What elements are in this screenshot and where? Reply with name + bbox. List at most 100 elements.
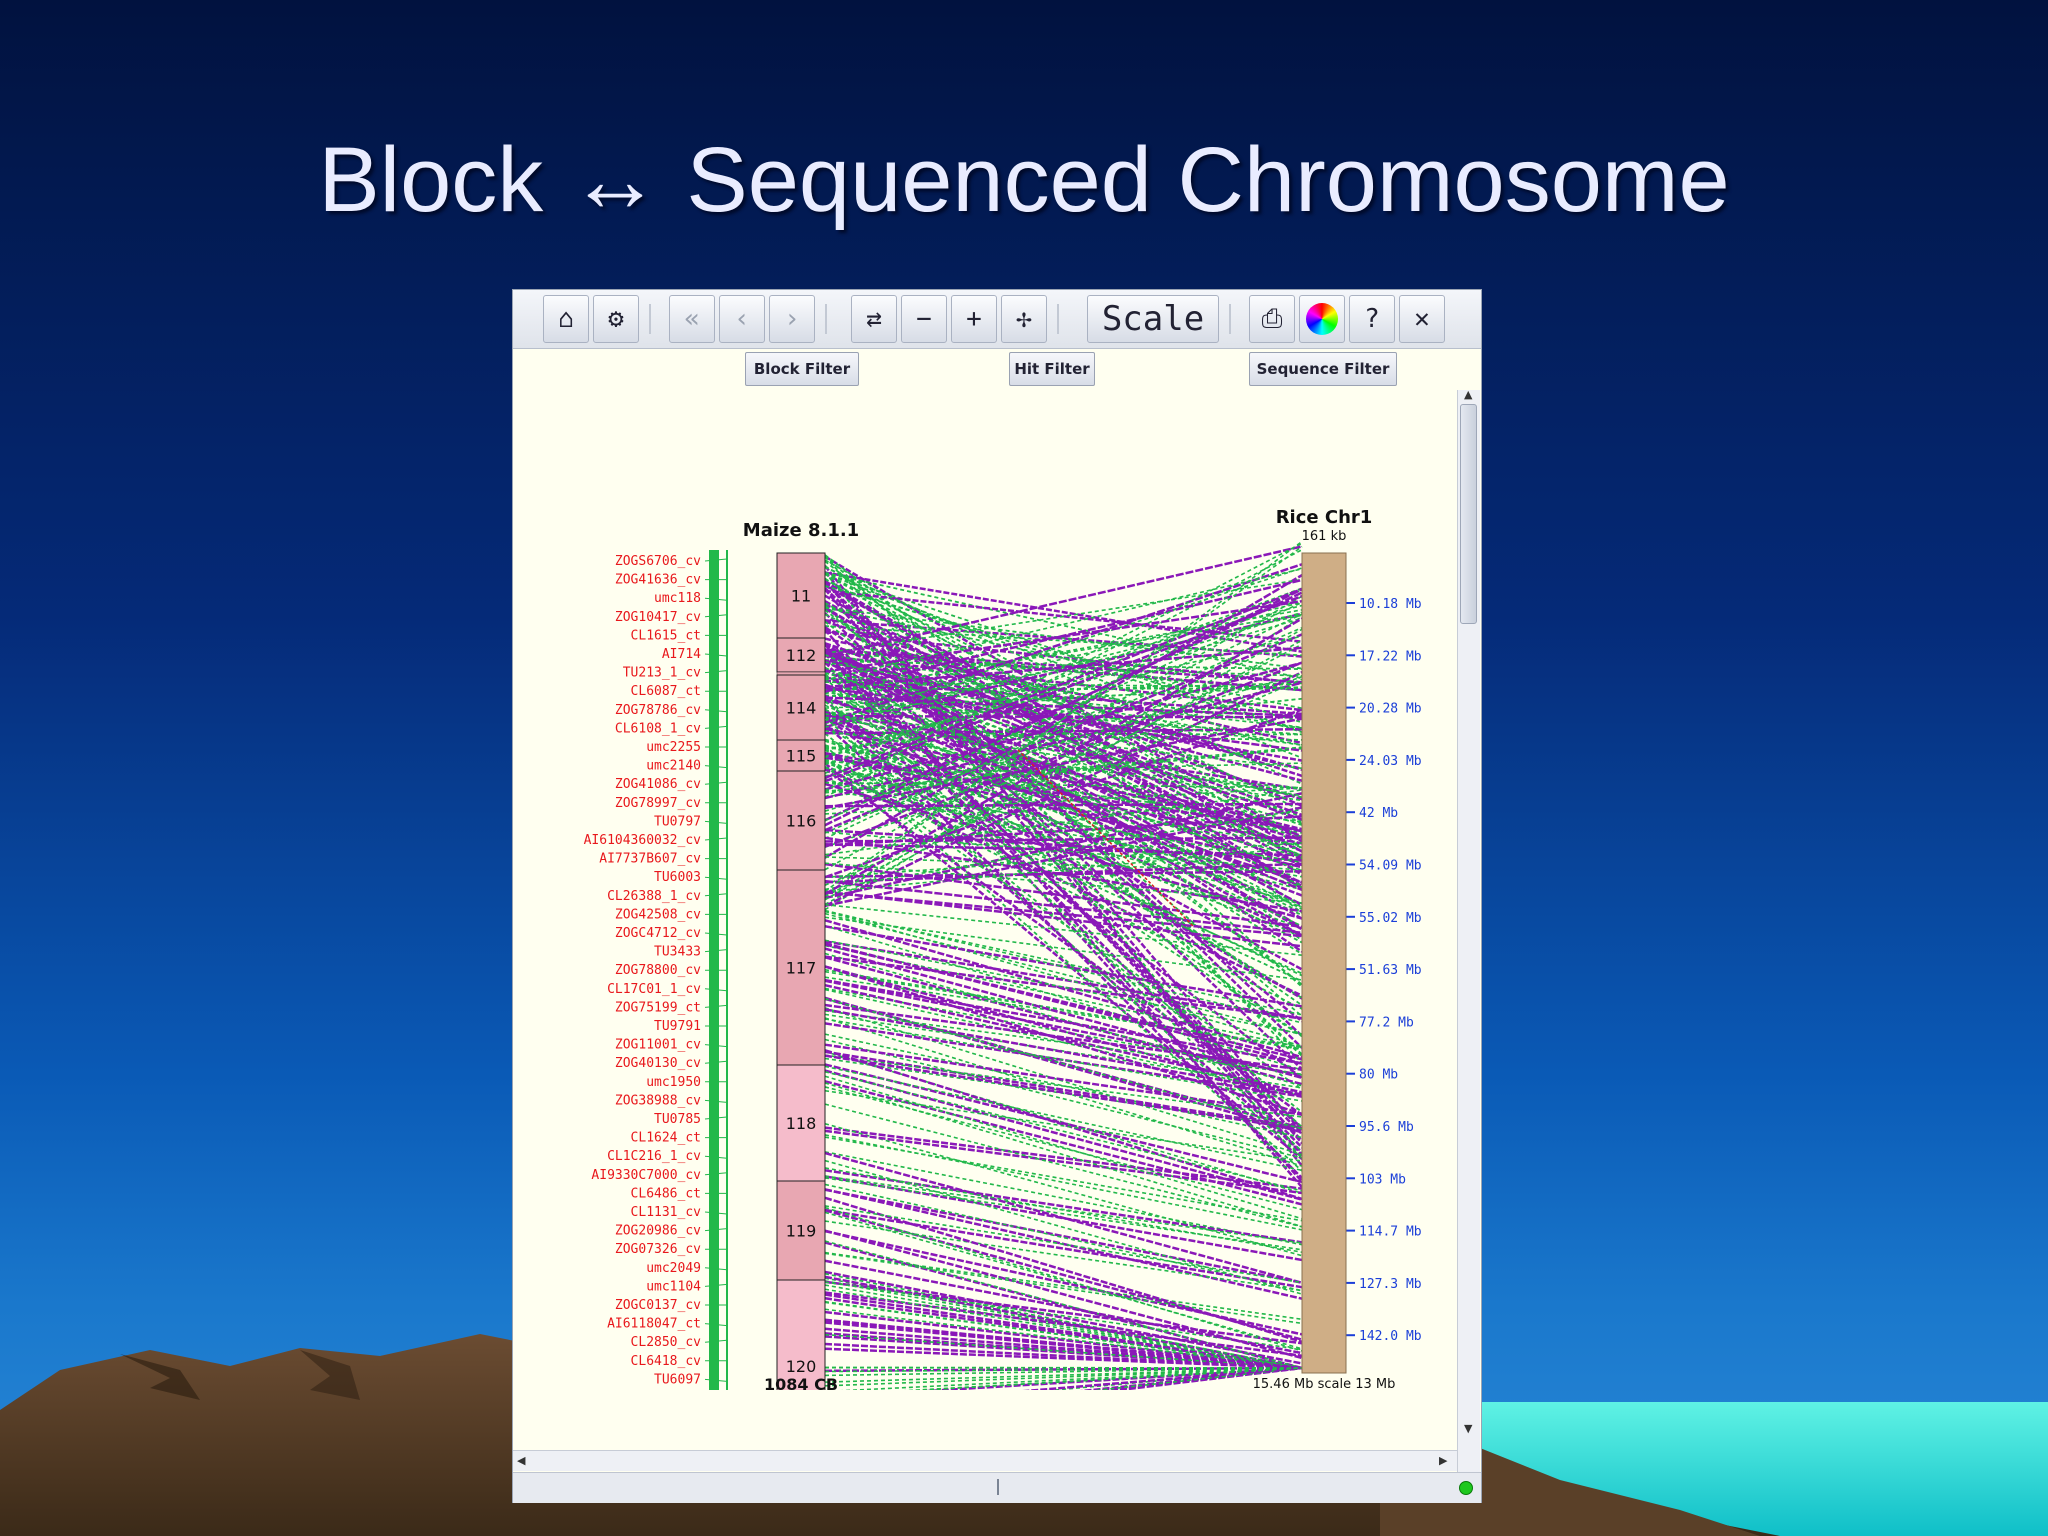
maize-block[interactable] (776, 637, 826, 673)
hit-line (824, 947, 1303, 1080)
marker-label[interactable]: ZOGS6706_cv (615, 554, 701, 569)
help-icon[interactable]: ? (1349, 295, 1395, 343)
marker-label[interactable]: ZOG40130_cv (615, 1056, 701, 1071)
marker-label[interactable]: umc2140 (646, 759, 701, 774)
maize-block[interactable] (776, 1279, 826, 1390)
marker-label[interactable]: TU3433 (654, 945, 701, 960)
marker-label[interactable]: umc1104 (646, 1279, 701, 1294)
settings-icon[interactable]: ⚙ (593, 295, 639, 343)
marker-label[interactable]: ZOG75199_ct (615, 1000, 701, 1015)
scroll-left-icon[interactable]: ◀ (517, 1454, 526, 1467)
marker-label[interactable]: ZOG78786_cv (615, 703, 701, 718)
marker-label[interactable]: CL6418_cv (631, 1354, 702, 1369)
zoom-in-icon[interactable]: + (951, 295, 997, 343)
vertical-scrollbar[interactable]: ▲ ▼ (1457, 388, 1480, 1490)
maize-block[interactable] (776, 552, 826, 639)
hit-line (824, 725, 1303, 884)
flip-icon[interactable]: ⇄ (851, 295, 897, 343)
hit-line (824, 846, 1303, 893)
synteny-viewer-window: ⌂ ⚙ « ‹ › ⇄ − + ✢ Scale ⎙ ? ✕ Block Filt… (512, 289, 1482, 1503)
double-left-icon[interactable]: « (669, 295, 715, 343)
rice-chromosome-track[interactable] (1301, 552, 1347, 1374)
print-icon[interactable]: ⎙ (1249, 295, 1295, 343)
marker-label[interactable]: ZOGC0137_cv (615, 1298, 701, 1313)
marker-label[interactable]: CL1615_ct (631, 628, 701, 643)
marker-label[interactable]: ZOG07326_cv (615, 1242, 701, 1257)
home-icon[interactable]: ⌂ (543, 295, 589, 343)
marker-label[interactable]: ZOG20986_cv (615, 1224, 701, 1239)
marker-label[interactable]: TU6003 (654, 870, 701, 885)
close-icon[interactable]: ✕ (1399, 295, 1445, 343)
maize-block[interactable] (776, 869, 826, 1066)
marker-label[interactable]: umc118 (654, 591, 701, 606)
hit-line (824, 1367, 1303, 1377)
maize-block[interactable] (776, 770, 826, 871)
marker-label[interactable]: ZOG42508_cv (615, 907, 701, 922)
marker-tick (704, 781, 728, 785)
right-icon[interactable]: › (769, 295, 815, 343)
maize-block[interactable] (776, 1180, 826, 1281)
zoom-out-icon[interactable]: − (901, 295, 947, 343)
marker-tick (704, 1283, 728, 1287)
marker-label[interactable]: TU213_1_cv (623, 666, 701, 681)
marker-label[interactable]: ZOG38988_cv (615, 1093, 701, 1108)
marker-label[interactable]: AI714 (662, 647, 701, 662)
scroll-right-icon[interactable]: ▶ (1439, 1454, 1448, 1467)
maize-chromosome-track[interactable]: 11 112 114 115 116 117 118 119 120 (776, 552, 826, 1390)
marker-label[interactable]: TU6097 (654, 1372, 701, 1387)
marker-label[interactable]: umc1950 (646, 1075, 701, 1090)
marker-label[interactable]: ZOG41086_cv (615, 777, 701, 792)
marker-label[interactable]: CL6087_ct (631, 684, 701, 699)
marker-label[interactable]: ZOG78800_cv (615, 963, 701, 978)
vertical-scroll-thumb[interactable] (1460, 404, 1477, 624)
scroll-up-icon[interactable]: ▲ (1464, 388, 1473, 401)
marker-label[interactable]: AI6104360032_cv (584, 833, 702, 848)
scroll-down-icon[interactable]: ▼ (1464, 1422, 1473, 1435)
maize-block[interactable] (776, 674, 826, 741)
marker-label[interactable]: TU0797 (654, 814, 701, 829)
left-icon[interactable]: ‹ (719, 295, 765, 343)
marker-tick (704, 558, 728, 562)
maize-block[interactable] (776, 1064, 826, 1182)
marker-label[interactable]: CL2850_cv (631, 1335, 702, 1350)
hit-line (824, 787, 1303, 815)
ruler-tick-label: 142.0 Mb (1359, 1329, 1422, 1344)
synteny-canvas[interactable]: ZOGS6706_cv ZOG41636_cv umc118 ZOG10417_cv C… (513, 390, 1457, 1390)
hit-line (824, 942, 1303, 1065)
marker-label[interactable]: TU9791 (654, 1019, 701, 1034)
marker-label[interactable]: ZOGC4712_cv (615, 926, 701, 941)
hit-line (824, 578, 1303, 655)
marker-label[interactable]: TU0785 (654, 1112, 701, 1127)
marker-label[interactable]: ZOG41636_cv (615, 573, 701, 588)
marker-column: ZOGS6706_cv ZOG41636_cv umc118 ZOG10417_cv C… (584, 550, 728, 1390)
hit-line (824, 545, 1303, 658)
hit-line (824, 757, 1303, 1091)
maize-block-label: 112 (786, 646, 817, 665)
marker-label[interactable]: umc2255 (646, 740, 701, 755)
marker-label[interactable]: CL6108_1_cv (615, 721, 701, 736)
marker-label[interactable]: ZOG11001_cv (615, 1038, 701, 1053)
hit-line (824, 626, 1303, 834)
marker-label[interactable]: CL17C01_1_cv (607, 982, 701, 997)
marker-tick (704, 1228, 728, 1232)
sequence-filter-button[interactable]: Sequence Filter (1249, 352, 1397, 386)
marker-label[interactable]: AI9330C7000_cv (591, 1168, 701, 1183)
marker-label[interactable]: AI6118047_ct (607, 1317, 701, 1332)
scale-button[interactable]: Scale (1087, 295, 1219, 343)
marker-label[interactable]: CL6486_ct (631, 1186, 701, 1201)
hit-filter-button[interactable]: Hit Filter (1009, 352, 1095, 386)
hit-line (824, 996, 1303, 1134)
ruler-tick-label: 80 Mb (1359, 1068, 1398, 1083)
marker-label[interactable]: umc2049 (646, 1261, 701, 1276)
marker-label[interactable]: CL1624_ct (631, 1131, 701, 1146)
marker-label[interactable]: CL1C216_1_cv (607, 1149, 701, 1164)
marker-label[interactable]: CL1131_cv (631, 1205, 702, 1220)
block-filter-button[interactable]: Block Filter (745, 352, 859, 386)
marker-label[interactable]: CL26388_1_cv (607, 889, 701, 904)
horizontal-scrollbar[interactable]: ◀ ▶ (513, 1450, 1457, 1471)
marker-label[interactable]: ZOG78997_cv (615, 796, 701, 811)
marker-label[interactable]: ZOG10417_cv (615, 610, 701, 625)
marker-label[interactable]: AI7737B607_cv (599, 852, 701, 867)
zoom-region-icon[interactable]: ✢ (1001, 295, 1047, 343)
color-wheel-icon[interactable] (1299, 295, 1345, 343)
